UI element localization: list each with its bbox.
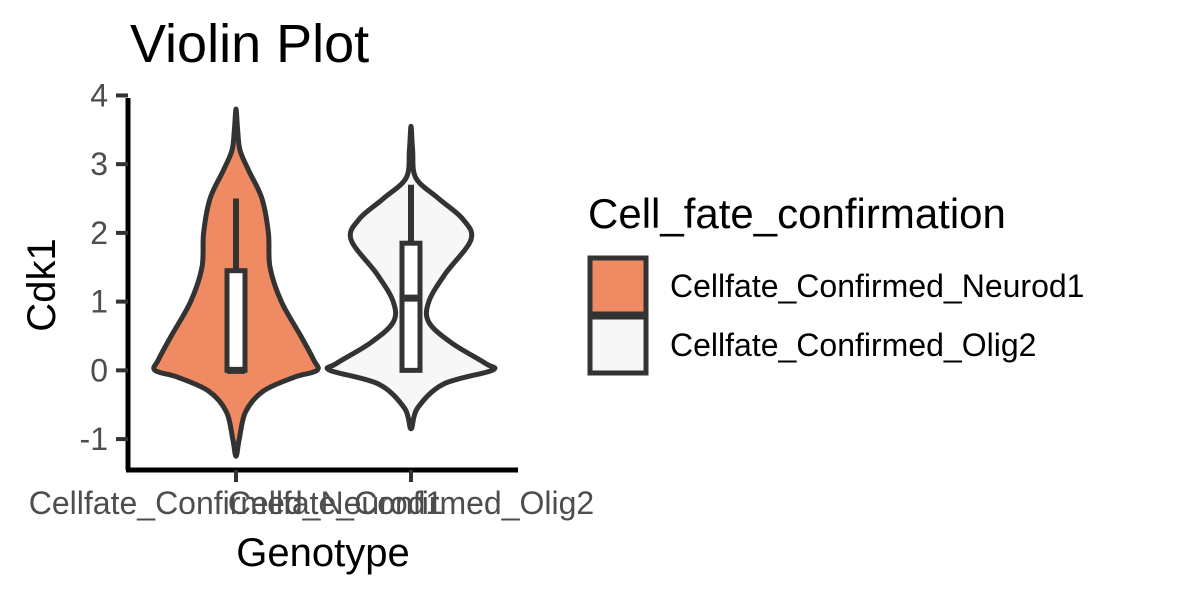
y-tick-label: 2 xyxy=(90,215,108,251)
chart-title: Violin Plot xyxy=(130,14,369,74)
y-axis-title: Cdk1 xyxy=(20,238,64,331)
box-iqr xyxy=(224,268,248,373)
legend-key xyxy=(587,314,649,376)
y-tick-label: 1 xyxy=(90,284,108,320)
y-tick-label: 0 xyxy=(90,352,108,388)
box-iqr xyxy=(399,240,423,373)
x-tick-label: Cellfate_Confirmed_Neurod1 xyxy=(29,485,443,521)
legend-title: Cell_fate_confirmation xyxy=(588,190,1006,237)
x-tick-label: Cellfate_Confirmed_Olig2 xyxy=(228,485,594,521)
plot-area: -1 0 1 2 3 4 Cellfate_Confirmed_Neurod1Cellfat… xyxy=(29,77,594,521)
x-axis-title: Genotype xyxy=(236,531,409,575)
legend-label: Cellfate_Confirmed_Neurod1 xyxy=(670,268,1084,304)
legend: Cell_fate_confirmation Cellfate_Confirme… xyxy=(587,190,1084,376)
y-tick-label: -1 xyxy=(80,421,108,457)
legend-key xyxy=(587,255,649,317)
y-tick-label: 4 xyxy=(90,77,108,113)
y-tick-label: 3 xyxy=(90,146,108,182)
legend-label: Cellfate_Confirmed_Olig2 xyxy=(670,327,1036,363)
